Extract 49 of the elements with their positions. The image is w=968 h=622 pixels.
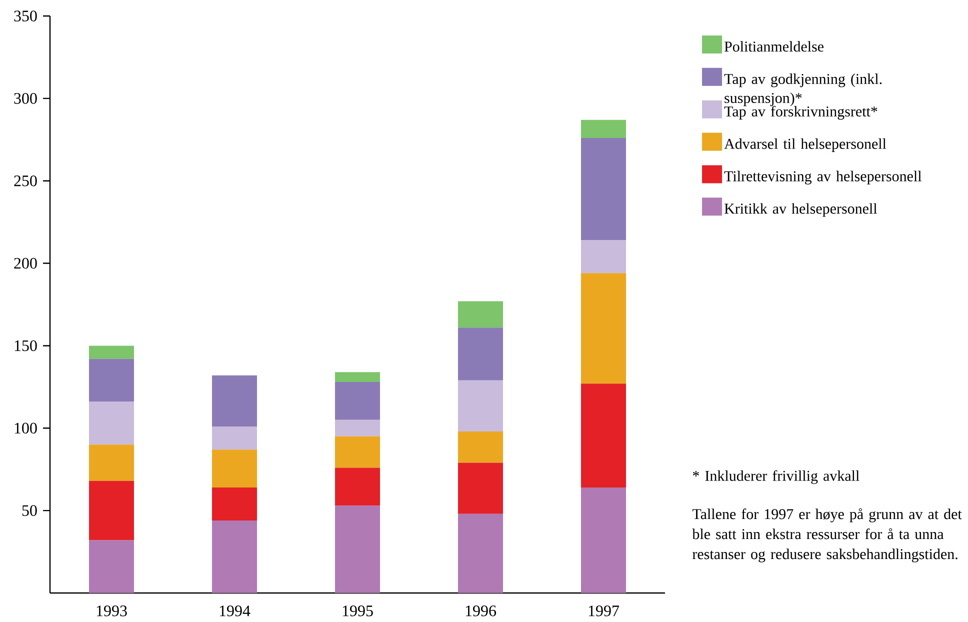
bar xyxy=(335,506,380,593)
bar xyxy=(89,358,134,402)
bar xyxy=(212,426,258,450)
x-tick-label: 1997 xyxy=(588,606,620,616)
y-tick-label: 150 xyxy=(14,340,37,352)
x-tick-label: 1995 xyxy=(342,606,373,616)
bar xyxy=(335,468,380,506)
bar xyxy=(212,450,258,488)
x-tick-label: 1996 xyxy=(466,606,496,616)
bar xyxy=(581,120,626,138)
bar xyxy=(581,273,626,384)
legend-label: Tilrettevisning av helsepersonell xyxy=(724,170,922,184)
bar xyxy=(335,420,380,436)
legend-label: Tap av forskrivningsrett* xyxy=(724,106,878,120)
bar xyxy=(458,328,504,380)
y-tick-label: 100 xyxy=(14,422,37,434)
bar xyxy=(458,301,504,328)
bar xyxy=(335,436,380,468)
x-tick-label: 1994 xyxy=(220,606,250,616)
bar xyxy=(212,520,258,593)
bar xyxy=(458,514,504,593)
y-tick-label: 250 xyxy=(14,175,37,186)
bar xyxy=(335,372,380,382)
bar xyxy=(581,487,626,593)
x-tick-label: 1993 xyxy=(96,606,127,616)
bar xyxy=(581,384,626,488)
bar xyxy=(581,240,626,274)
legend-label: Tap av godkjenning (inkl. suspensjon)* xyxy=(724,74,882,106)
bar xyxy=(89,444,134,481)
bar xyxy=(458,380,504,432)
y-tick-label: 200 xyxy=(14,258,37,269)
bar xyxy=(212,487,258,520)
bar xyxy=(458,431,504,463)
bar xyxy=(89,480,134,540)
bar xyxy=(89,540,134,593)
text: Tallene for 1997 er høye på grunn av at det ble satt inn ekstra ressurser for å ta unna restanser og redusere saksbehandlingstiden. xyxy=(692,508,962,562)
bar xyxy=(89,346,134,359)
text: * Inkluderer frivillig avkall xyxy=(692,470,860,484)
legend-label: Advarsel til helsepersonell xyxy=(724,138,886,152)
y-tick-label: 50 xyxy=(22,505,37,516)
legend-label: Kritikk av helsepersonell xyxy=(724,203,878,217)
y-tick-label: 300 xyxy=(14,93,37,104)
y-tick-label: 350 xyxy=(14,10,37,22)
bar xyxy=(581,138,626,240)
bar xyxy=(212,375,258,426)
bar xyxy=(335,382,380,420)
bar xyxy=(458,462,504,514)
bar xyxy=(89,402,134,445)
legend-label: Politianmeldelse xyxy=(724,41,824,52)
